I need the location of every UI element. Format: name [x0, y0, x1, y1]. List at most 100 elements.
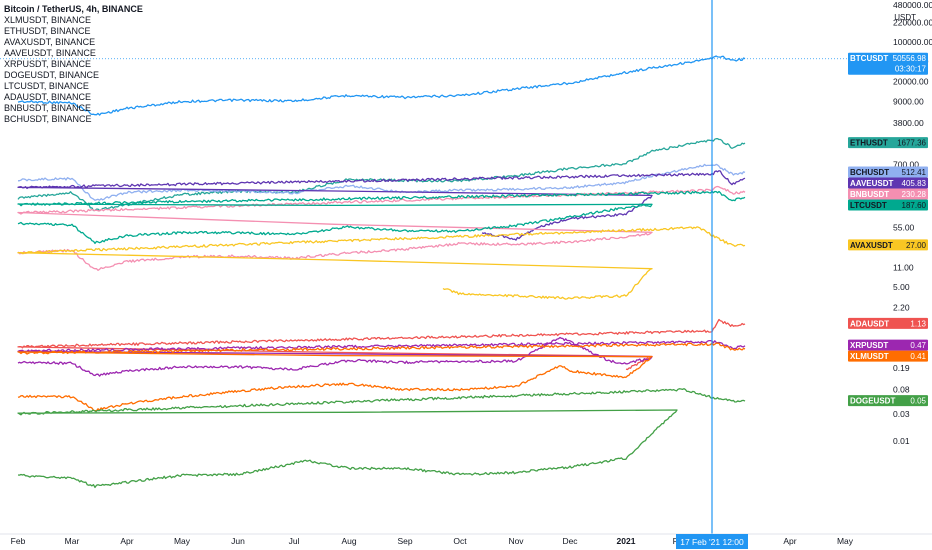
price-label-name: DOGEUSDT — [850, 397, 895, 406]
price-labels: BTCUSDT 50556.98 03:30:17 ETHUSDT 1677.36 BCH… — [848, 52, 928, 407]
price-label-name: ETHUSDT — [850, 139, 888, 148]
series-line — [17, 163, 746, 201]
series-xrpusdt — [17, 336, 746, 377]
x-tick-label: 2021 — [617, 536, 636, 546]
x-tick-label: Oct — [453, 536, 467, 546]
x-tick-label: Aug — [341, 536, 356, 546]
legend-entry[interactable]: AVAXUSDT, BINANCE — [4, 37, 96, 47]
series-line — [17, 342, 746, 412]
y-axis-unit: USDT — [894, 13, 916, 22]
series-ltcusdt — [17, 190, 746, 245]
price-label-bnbusdt — [848, 188, 928, 200]
legend-entry[interactable]: XRPUSDT, BINANCE — [4, 59, 92, 69]
series-line — [17, 170, 746, 241]
series-line — [17, 190, 746, 245]
legend-entry[interactable]: BNBUSDT, BINANCE — [4, 103, 92, 113]
y-tick-label: 0.08 — [893, 385, 910, 395]
price-label-adausdt — [848, 317, 928, 329]
price-label-avaxusdt — [848, 239, 928, 251]
x-axis: FebMarAprMayJunJulAugSepOctNovDec2021Feb… — [0, 533, 932, 549]
crosshair-time-box — [676, 534, 748, 549]
legend-entry[interactable]: AAVEUSDT, BINANCE — [4, 48, 96, 58]
price-label-name: XRPUSDT — [850, 341, 888, 350]
series-bchusdt — [17, 163, 746, 201]
price-label-value: 512.41 — [902, 168, 927, 177]
y-tick-label: 20000.00 — [893, 77, 929, 87]
x-tick-label: Sep — [397, 536, 412, 546]
price-label-value: 50556.98 — [893, 54, 927, 63]
price-label-btcusdt — [848, 52, 928, 75]
legend-entry[interactable]: XLMUSDT, BINANCE — [4, 15, 92, 25]
price-label-name: AVAXUSDT — [850, 241, 893, 250]
price-label-name: ADAUSDT — [850, 319, 889, 328]
price-label-value: 405.83 — [902, 179, 927, 188]
series-line — [17, 226, 746, 300]
y-tick-label: 220000.00 — [893, 17, 932, 27]
price-label-name: LTCUSDT — [850, 201, 887, 210]
price-label-value: 0.47 — [910, 341, 926, 350]
legend-entry[interactable]: DOGEUSDT, BINANCE — [4, 70, 100, 80]
series-btcusdt — [17, 55, 746, 116]
x-tick-label: Feb — [11, 536, 26, 546]
price-label-dogeusdt — [848, 395, 928, 407]
series-adausdt — [17, 318, 746, 371]
x-tick-label: May — [837, 536, 854, 546]
y-tick-label: 0.01 — [893, 436, 910, 446]
y-tick-label: 0.03 — [893, 409, 910, 419]
y-tick-label: 480000.00 — [893, 0, 932, 10]
x-tick-label: Apr — [120, 536, 133, 546]
series-line — [17, 388, 746, 489]
x-tick-label: Nov — [508, 536, 524, 546]
price-label-value: 0.41 — [910, 352, 926, 361]
x-tick-label: Apr — [783, 536, 796, 546]
y-axis-bg — [848, 0, 932, 550]
price-label-value: 230.28 — [902, 190, 927, 199]
y-tick-label: 5.00 — [893, 282, 910, 292]
legend-entry[interactable]: ADAUSDT, BINANCE — [4, 92, 92, 102]
x-tick-label: Mar — [65, 536, 80, 546]
price-label-name: BNBUSDT — [850, 190, 889, 199]
legend-entry[interactable]: BCHUSDT, BINANCE — [4, 114, 92, 124]
series-xlmusdt — [17, 342, 746, 412]
y-tick-label: 2.20 — [893, 302, 910, 312]
price-label-value: 0.05 — [910, 397, 926, 406]
legend-entry[interactable]: LTCUSDT, BINANCE — [4, 81, 89, 91]
price-label-countdown: 03:30:17 — [895, 65, 927, 74]
legend: Bitcoin / TetherUS, 4h, BINANCE XLMUSDT,… — [4, 4, 143, 125]
x-tick-label: Dec — [562, 536, 578, 546]
x-tick-label: May — [174, 536, 191, 546]
legend-title: Bitcoin / TetherUS, 4h, BINANCE — [4, 4, 143, 14]
price-label-ltcusdt — [848, 199, 928, 211]
price-label-aaveusdt — [848, 177, 928, 189]
price-label-bchusdt — [848, 166, 928, 178]
series-ethusdt — [17, 138, 746, 212]
x-tick-label: Jul — [289, 536, 300, 546]
price-label-value: 27.00 — [906, 241, 927, 250]
series-avaxusdt — [17, 226, 746, 300]
y-tick-label: 55.00 — [893, 223, 915, 233]
y-tick-label: 3800.00 — [893, 118, 924, 128]
y-tick-label: 700.00 — [893, 160, 919, 170]
legend-entry[interactable]: ETHUSDT, BINANCE — [4, 26, 91, 36]
x-tick-label: Jun — [231, 536, 245, 546]
series-aaveusdt — [17, 170, 746, 241]
y-tick-label: 11.00 — [893, 263, 914, 273]
price-label-name: BCHUSDT — [850, 168, 889, 177]
price-label-xlmusdt — [848, 350, 928, 362]
y-axis: USDT480000.00220000.00100000.0045000.002… — [848, 0, 932, 550]
crosshair-time-label: 17 Feb '21 12:00 — [680, 537, 744, 547]
price-label-value: 187.60 — [902, 201, 927, 210]
series-line — [17, 55, 746, 116]
series-line — [17, 318, 746, 371]
price-label-value: 1677.36 — [897, 139, 926, 148]
y-tick-label: 9000.00 — [893, 96, 924, 106]
y-tick-label: 100000.00 — [893, 37, 932, 47]
price-label-name: AAVEUSDT — [850, 179, 894, 188]
price-label-xrpusdt — [848, 339, 928, 351]
price-label-name: BTCUSDT — [850, 54, 888, 63]
price-label-value: 1.13 — [910, 319, 926, 328]
y-tick-label: 0.19 — [893, 363, 910, 373]
series-line — [17, 138, 746, 212]
